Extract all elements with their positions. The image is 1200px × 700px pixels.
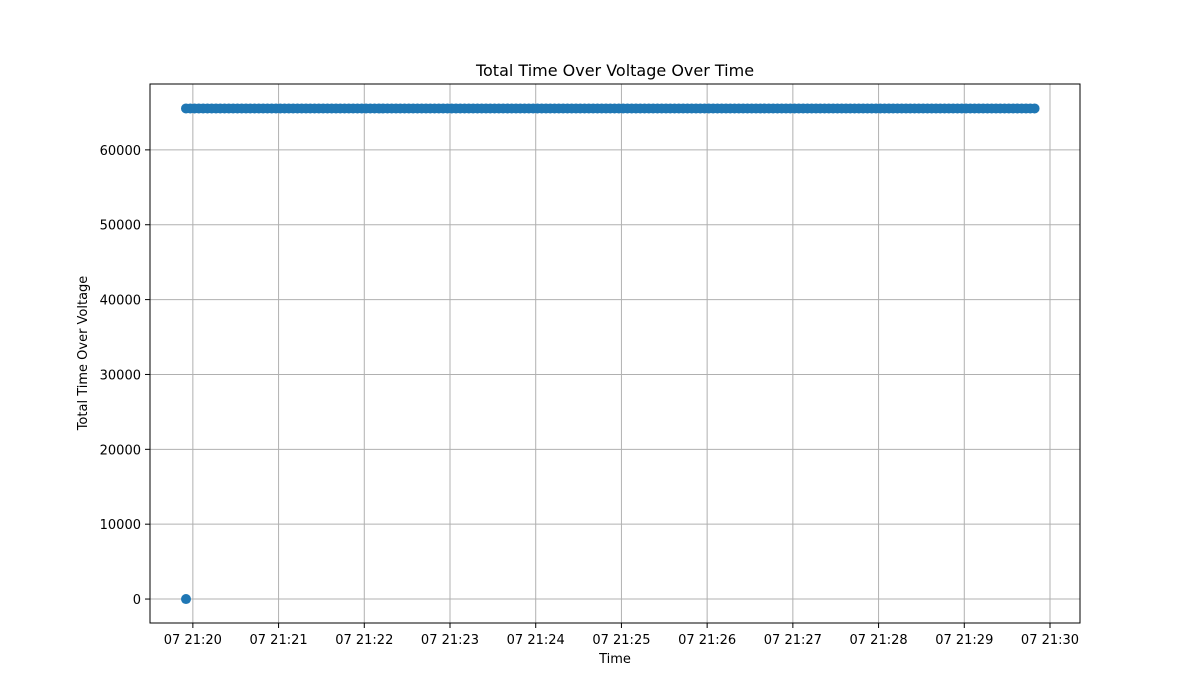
x-tick-label: 07 21:20 <box>164 633 222 648</box>
data-point <box>1029 103 1040 114</box>
x-tick-label: 07 21:24 <box>507 633 565 648</box>
chart-title: Total Time Over Voltage Over Time <box>475 61 754 80</box>
x-tick-label: 07 21:25 <box>592 633 650 648</box>
y-tick-label: 20000 <box>100 443 141 458</box>
y-tick-label: 0 <box>133 593 141 608</box>
x-tick-label: 07 21:28 <box>850 633 908 648</box>
y-tick-label: 40000 <box>100 294 141 309</box>
y-tick-label: 30000 <box>100 368 141 383</box>
y-tick-label: 60000 <box>100 144 141 159</box>
x-tick-label: 07 21:27 <box>764 633 822 648</box>
data-points <box>181 103 1040 605</box>
y-tick-label: 10000 <box>100 518 141 533</box>
x-tick-label: 07 21:21 <box>250 633 308 648</box>
x-axis-label: Time <box>598 652 631 667</box>
x-tick-label: 07 21:29 <box>935 633 993 648</box>
y-axis-label: Total Time Over Voltage <box>76 276 91 432</box>
x-tick-label: 07 21:22 <box>335 633 393 648</box>
axis-ticks: 07 21:20 07 21:21 07 21:22 07 21:23 07 21:24… <box>100 144 1079 648</box>
x-tick-label: 07 21:30 <box>1021 633 1079 648</box>
y-tick-label: 50000 <box>100 219 141 234</box>
plot-frame <box>149 83 1081 624</box>
data-point <box>181 594 191 605</box>
x-tick-label: 07 21:23 <box>421 633 479 648</box>
x-tick-label: 07 21:26 <box>678 633 736 648</box>
grid <box>150 84 1080 623</box>
